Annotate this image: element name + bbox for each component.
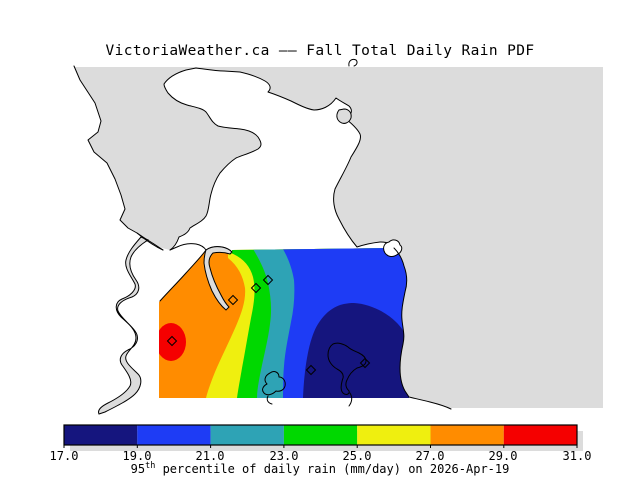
peninsula-coastline [163, 67, 397, 251]
colorbar-segment [503, 425, 577, 445]
coastal-island-outline [262, 371, 286, 396]
colorbar-tick-label: 27.0 [415, 449, 445, 463]
colorbar-segment [430, 425, 504, 445]
band-29-31-maximum [159, 323, 186, 361]
lake-and-island-outlines [262, 342, 367, 407]
colorbar-segment [283, 425, 358, 445]
west-landmass [74, 66, 163, 409]
colorbar-border [63, 424, 578, 446]
colorbar-tick-label: 17.0 [49, 449, 79, 463]
caption-ordinal: th [145, 461, 156, 471]
coastal-island-tail [266, 395, 273, 405]
colorbar-tick-label: 29.0 [488, 449, 518, 463]
station-diamond-icon [359, 357, 371, 369]
station-diamond-icon [250, 282, 262, 294]
inlet-channel [98, 236, 150, 415]
colorbar-caption: 95th percentile of daily rain (mm/day) o… [131, 461, 510, 476]
colorbar-tick-label: 23.0 [269, 449, 299, 463]
northwest-coastline [159, 249, 207, 302]
colorbar-segment [64, 425, 138, 445]
tsehum-harbour-pocket [336, 108, 352, 124]
colorbar-tick-label: 21.0 [195, 449, 225, 463]
page-title: VictoriaWeather.ca —— Fall Total Daily R… [105, 43, 535, 59]
station-diamond-icon [166, 335, 178, 347]
band-17-19 [303, 303, 409, 398]
caption-number: 95 [130, 462, 146, 476]
lake-outline [327, 342, 367, 395]
top-edge-squiggle [348, 58, 358, 67]
colorbar-segment [357, 425, 431, 445]
east-coastline [393, 247, 452, 410]
colorbar-tick-label: 25.0 [342, 449, 372, 463]
station-markers [166, 274, 371, 376]
colorbar-tick-label: 31.0 [562, 449, 592, 463]
station-diamond-icon [262, 274, 274, 286]
victoria-harbour-finger [203, 246, 233, 311]
contour-field [159, 246, 409, 398]
colorbar-segment [210, 425, 284, 445]
peninsula-landmass [150, 68, 399, 398]
colorbar [63, 424, 583, 451]
south-shore-land [74, 396, 451, 409]
lake-outlet-squiggle [348, 392, 353, 407]
inlet-south-shore [136, 232, 164, 251]
colorbar-tick-marks [63, 445, 578, 448]
caption-text: percentile of daily rain (mm/day) on 202… [155, 462, 510, 476]
colorbar-segment [137, 425, 211, 445]
field-boundary-coastlines [159, 247, 452, 410]
station-diamond-icon [305, 364, 317, 376]
station-diamond-icon [227, 294, 239, 306]
colorbar-tick-label: 19.0 [122, 449, 152, 463]
